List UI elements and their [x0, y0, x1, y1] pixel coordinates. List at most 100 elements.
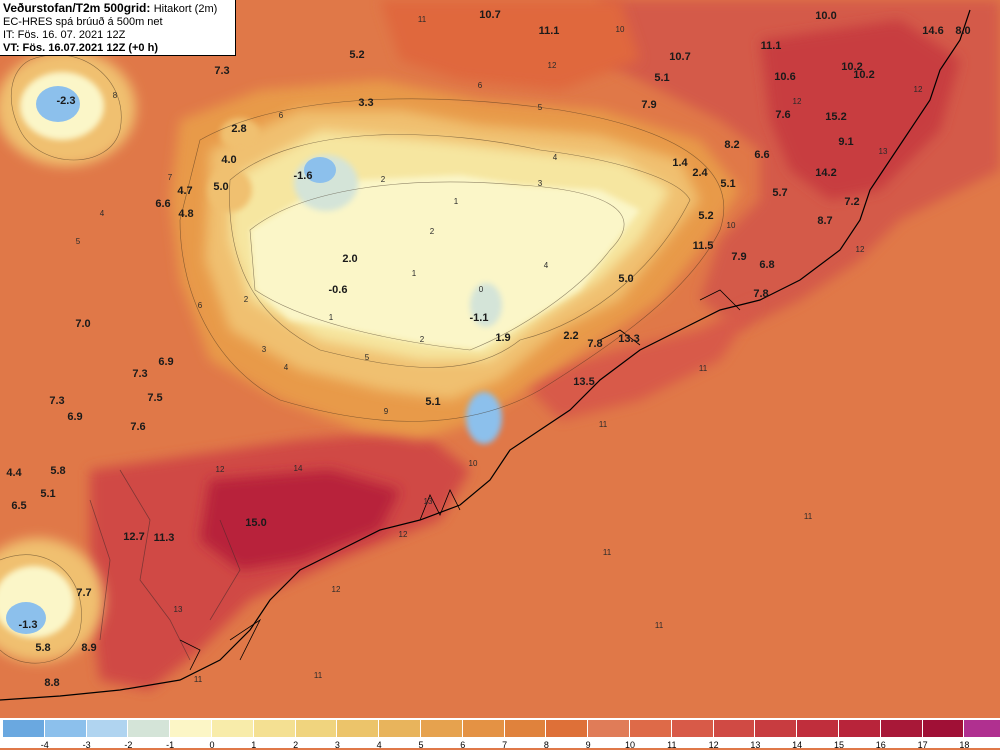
contour-value-label: 5: [76, 237, 81, 246]
legend-tick-label: -2: [124, 740, 133, 750]
contour-value-labels: 1110126543212123456210411111111111111121…: [76, 15, 923, 684]
temperature-value-label: 15.2: [825, 111, 846, 123]
contour-value-label: 0: [479, 285, 484, 294]
contour-value-label: 8: [113, 91, 118, 100]
contour-value-label: 12: [399, 530, 408, 539]
contour-value-label: 12: [216, 465, 225, 474]
contour-value-label: 14: [294, 464, 303, 473]
legend-tick-label: 18: [959, 740, 970, 750]
contour-value-label: 10: [616, 25, 625, 34]
temperature-value-label: 11.3: [154, 532, 175, 544]
contour-value-label: 1: [412, 269, 417, 278]
legend-tick-label: 11: [667, 740, 677, 750]
cold-patch-north-west-core: [304, 157, 336, 183]
contour-value-label: 3: [262, 345, 267, 354]
legend-swatch: [671, 720, 714, 737]
temperature-value-label: 7.0: [75, 318, 90, 330]
temperature-value-label: 8.9: [81, 642, 96, 654]
temperature-value-label: 15.0: [245, 517, 266, 529]
contour-lines: [0, 54, 725, 664]
temperature-value-label: 10.6: [774, 71, 795, 83]
contour-value-label: 12: [793, 97, 802, 106]
temperature-value-label: 5.1: [720, 178, 735, 190]
temperature-value-label: 1.9: [495, 332, 510, 344]
temperature-value-label: 7.3: [49, 395, 64, 407]
temperature-value-label: 10.7: [669, 51, 690, 63]
temperature-value-label: -1.3: [19, 619, 38, 631]
contour-value-label: 1: [329, 313, 334, 322]
temperature-value-label: 5.0: [213, 181, 228, 193]
legend-tick-label: -3: [82, 740, 91, 750]
legend-tick-label: 13: [750, 740, 761, 750]
temperature-value-label: 14.2: [815, 167, 836, 179]
legend-swatch: [839, 720, 881, 737]
cold-patch-south: [466, 392, 502, 444]
map-subtitle: Hitakort (2m): [153, 3, 218, 15]
legend-tick-label: 15: [833, 740, 844, 750]
legend-tick-label: 5: [418, 740, 424, 750]
temperature-value-label: 7.5: [147, 392, 162, 404]
valid-time-line: VT: Fös. 16.07.2021 12Z (+0 h): [3, 42, 158, 54]
temperature-value-label: 1.4: [672, 157, 688, 169]
temperature-map[interactable]: 10.7 10.0 11.1 14.6 8.0 5.2 10.7 11.1 -2.3 7.3 5.1…: [0, 0, 1000, 718]
temperature-value-label: 11.1: [761, 40, 782, 52]
legend-tick-label: -1: [166, 740, 175, 750]
color-legend: -4-3-2-1012345678910111213141516171819: [0, 718, 1000, 750]
temperature-value-label: 5.8: [35, 642, 50, 654]
temperature-value-label: 7.6: [130, 421, 145, 433]
legend-swatch: [630, 720, 672, 737]
contour-value-label: 2: [244, 295, 249, 304]
temperature-value-label: 13.3: [618, 333, 639, 345]
legend-tick-label: 10: [624, 740, 635, 750]
temperature-value-label: 5.1: [40, 488, 55, 500]
legend-swatch: [546, 720, 589, 737]
contour-value-label: 2: [430, 227, 435, 236]
hill-west: [208, 168, 252, 212]
temperature-value-label: 5.2: [698, 210, 713, 222]
initial-time-line: IT: Fös. 16. 07. 2021 12Z: [3, 29, 126, 41]
contour-value-label: 11: [804, 512, 813, 521]
temperature-value-label: -1.6: [294, 170, 313, 182]
west-ice-cap-core: [36, 86, 80, 122]
contour-value-label: 5: [538, 103, 543, 112]
temperature-value-label: 7.2: [844, 196, 859, 208]
legend-swatch: [86, 720, 129, 737]
legend-tick-label: 9: [585, 740, 591, 750]
temperature-value-label: 5.2: [349, 49, 364, 61]
contour-value-label: 3: [538, 179, 543, 188]
model-line: EC-HRES spá brúuð á 500m net: [3, 16, 163, 28]
temperature-value-label: 10.2: [841, 61, 862, 73]
coastline: [0, 9, 971, 701]
temperature-labels: 10.7 10.0 11.1 14.6 8.0 5.2 10.7 11.1 -2.3 7.3 5.1…: [6, 9, 970, 689]
temperature-value-label: 10.0: [815, 10, 836, 22]
contour-value-label: 1: [454, 197, 459, 206]
south-east-coast-zone: [520, 300, 760, 420]
legend-swatch: [755, 720, 798, 737]
temperature-value-label: 7.9: [731, 251, 746, 263]
temperature-value-label: 4.4: [6, 467, 22, 479]
contour-value-label: 11: [655, 621, 664, 630]
contour-value-label: 11: [194, 675, 203, 684]
contour-value-label: 11: [418, 15, 427, 24]
contour-value-label: 11: [699, 364, 708, 373]
temperature-value-label: 6.6: [754, 149, 769, 161]
temperature-value-label: 4.7: [177, 185, 192, 197]
contour-value-label: 13: [174, 605, 183, 614]
legend-swatch: [922, 720, 965, 737]
legend-swatch: [128, 720, 171, 737]
legend-swatch: [462, 720, 505, 737]
legend-tick-label: 1: [251, 740, 257, 750]
temperature-value-label: 7.8: [587, 338, 602, 350]
region-boundaries: [89, 469, 241, 661]
temperature-value-label: -0.6: [329, 284, 348, 296]
legend-swatch: [588, 720, 630, 737]
temperature-value-label: 6.9: [158, 356, 173, 368]
contour-value-label: 10: [727, 221, 736, 230]
temperature-value-label: 12.7: [123, 531, 144, 543]
legend-swatch: [295, 720, 338, 737]
contour-value-label: 6: [279, 111, 284, 120]
legend-tick-label: 4: [376, 740, 382, 750]
temperature-value-label: 5.7: [772, 187, 787, 199]
temperature-value-label: 2.0: [342, 253, 357, 265]
contour-value-label: 12: [856, 245, 865, 254]
